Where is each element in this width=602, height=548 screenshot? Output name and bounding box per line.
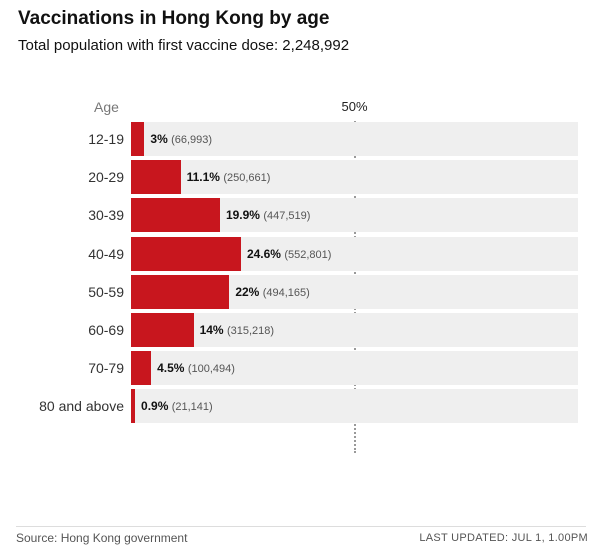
percent-label: 0.9%: [141, 399, 169, 414]
source-note: Source: Hong Kong government: [16, 531, 188, 545]
footer-divider: [16, 526, 586, 527]
percent-label: 4.5%: [157, 361, 185, 376]
bar-row: 50-59 22% (494,165): [0, 274, 602, 309]
count-label: (250,661): [223, 172, 271, 185]
data-label: 3% (66,993): [150, 132, 212, 146]
bar-chart: Age 50% 12-19 3% (66,993) 20-29 11.1% (250,…: [0, 95, 602, 465]
count-label: (315,218): [226, 325, 275, 337]
percent-label: 22%: [235, 284, 260, 299]
bar-track: [131, 160, 578, 195]
count-label: (21,141): [171, 401, 213, 414]
bar: [131, 274, 230, 309]
bar-row: 40-49 24.6% (552,801): [0, 236, 602, 271]
data-label: 0.9% (21,141): [141, 399, 213, 413]
category-label: 50-59: [88, 283, 124, 300]
bar-row: 60-69 14% (315,218): [0, 313, 602, 347]
bar-row: 20-29 11.1% (250,661): [0, 160, 602, 195]
bar: [131, 351, 152, 386]
data-label: 14% (315,218): [200, 323, 274, 337]
last-updated: LAST UPDATED: JUL 1, 1.00PM: [419, 532, 588, 544]
count-label: (494,165): [262, 286, 310, 299]
bar: [131, 122, 145, 156]
bar-track: [131, 122, 578, 156]
data-label: 24.6% (552,801): [247, 247, 331, 261]
category-label: 40-49: [88, 245, 124, 262]
count-label: (447,519): [263, 210, 311, 223]
category-label: 60-69: [88, 322, 124, 338]
category-label: 70-79: [88, 360, 124, 377]
category-label: 20-29: [88, 169, 124, 186]
count-label: (100,494): [187, 363, 235, 376]
bar: [131, 313, 194, 347]
bar-track: [131, 351, 578, 386]
bar-row: 30-39 19.9% (447,519): [0, 198, 602, 233]
category-label: 12-19: [88, 131, 124, 147]
percent-label: 24.6%: [246, 246, 281, 261]
bar: [131, 389, 136, 424]
count-label: (552,801): [284, 248, 332, 261]
category-label: 30-39: [88, 207, 124, 224]
bar-track: [131, 389, 578, 424]
bar: [131, 198, 220, 233]
reference-line-label: 50%: [341, 99, 368, 114]
category-label: 80 and above: [39, 398, 124, 415]
data-label: 11.1% (250,661): [187, 170, 271, 184]
data-label: 4.5% (100,494): [157, 361, 235, 375]
bar-track: [131, 313, 578, 347]
percent-label: 3%: [150, 132, 168, 146]
bar-row: 70-79 4.5% (100,494): [0, 351, 602, 386]
bar: [131, 236, 241, 271]
bar-row: 12-19 3% (66,993): [0, 122, 602, 156]
bar: [131, 160, 181, 195]
percent-label: 19.9%: [225, 208, 260, 223]
axis-label: Age: [94, 99, 119, 115]
percent-label: 14%: [199, 323, 224, 337]
data-label: 22% (494,165): [235, 285, 309, 299]
chart-title: Vaccinations in Hong Kong by age: [18, 8, 330, 29]
bar-row: 80 and above 0.9% (21,141): [0, 389, 602, 424]
chart-subtitle: Total population with first vaccine dose…: [18, 37, 350, 54]
count-label: (66,993): [171, 134, 213, 146]
percent-label: 11.1%: [186, 170, 220, 185]
data-label: 19.9% (447,519): [226, 208, 310, 222]
